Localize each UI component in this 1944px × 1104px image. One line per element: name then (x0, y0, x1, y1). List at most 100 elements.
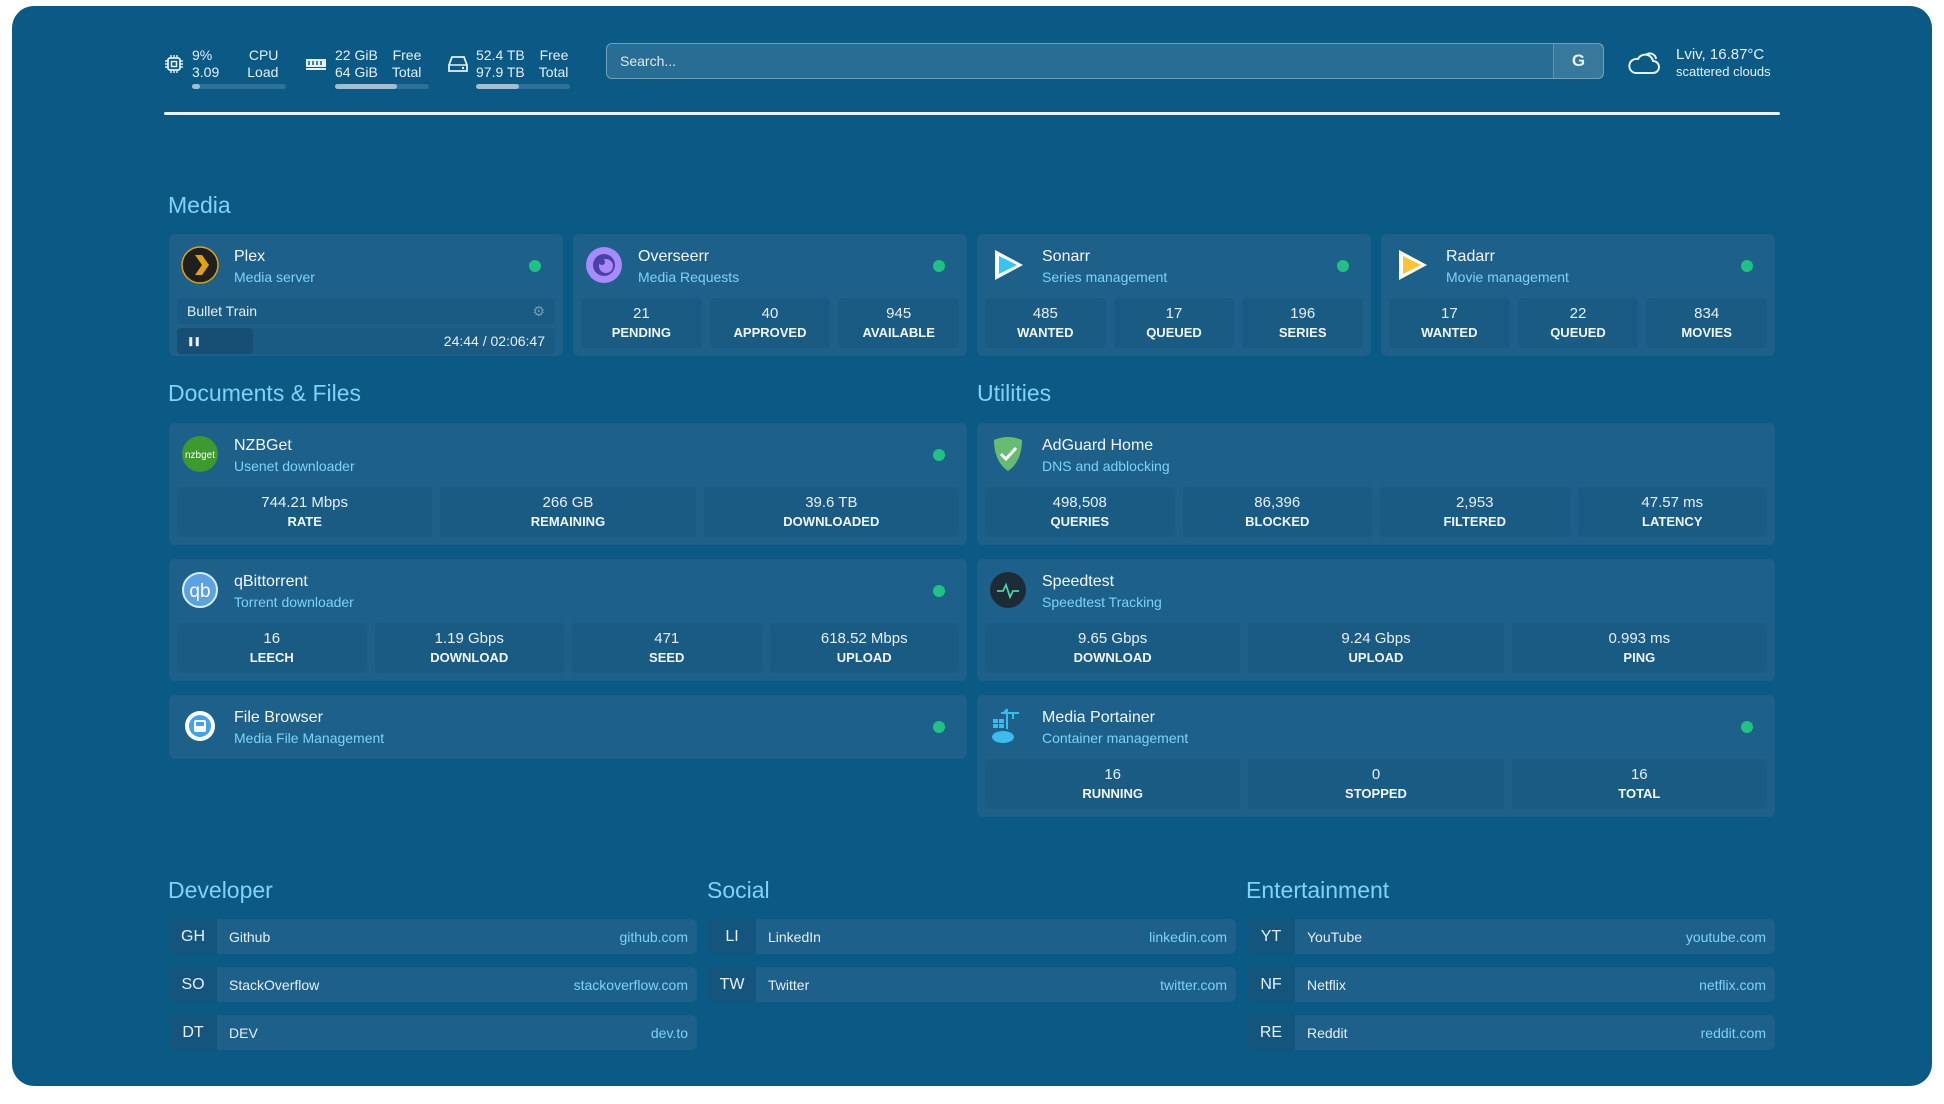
stat-block: 1.19 Gbps DOWNLOAD (374, 623, 564, 673)
stat-block: 498,508 QUERIES (985, 487, 1175, 537)
stat-block: 16 RUNNING (985, 759, 1241, 809)
service-stats: 485 WANTED 17 QUEUED 196 SERIES (985, 298, 1364, 348)
stat-label: DOWNLOADED (783, 514, 880, 529)
stat-value: 39.6 TB (805, 494, 858, 511)
bookmark-url: twitter.com (1160, 976, 1227, 993)
stat-block: 196 SERIES (1242, 298, 1364, 348)
stat-value: 471 (654, 630, 680, 647)
bookmark-reddit[interactable]: RE Reddit reddit.com (1247, 1015, 1775, 1050)
service-card-adguard[interactable]: AdGuard Home DNS and adblocking 498,508 QUE… (977, 423, 1775, 545)
cpu-label: CPU (248, 47, 279, 63)
bookmark-url: netflix.com (1699, 976, 1766, 993)
svg-text:nzbget: nzbget (185, 450, 215, 461)
memory-total: 64 GiB (335, 64, 378, 80)
stat-block: 618.52 Mbps UPLOAD (769, 623, 959, 673)
stat-block: 16 LEECH (177, 623, 367, 673)
service-card-speedtest[interactable]: Speedtest Speedtest Tracking 9.65 Gbps DOWN… (977, 559, 1775, 681)
stat-value: 9.24 Gbps (1341, 630, 1411, 647)
stat-label: TOTAL (1618, 786, 1661, 801)
service-card-portainer[interactable]: Media Portainer Container management 16 RUN… (977, 695, 1775, 817)
stat-value: 22 (1569, 305, 1587, 322)
bookmark-stackoverflow[interactable]: SO StackOverflow stackoverflow.com (169, 967, 697, 1002)
service-stats: 744.21 Mbps RATE 266 GB REMAINING 39.6 TB DOW… (177, 487, 959, 537)
stat-label: QUERIES (1050, 514, 1109, 529)
stat-label: UPLOAD (836, 650, 892, 665)
stat-value: 40 (761, 305, 779, 322)
stat-block: 945 AVAILABLE (838, 298, 960, 348)
search-input[interactable] (607, 53, 1553, 69)
service-card-sonarr[interactable]: Sonarr Series management 485 WANTED 17 QUEUED… (977, 234, 1371, 356)
filebrowser-icon (181, 707, 219, 745)
bookmark-name: Github (229, 928, 271, 945)
bookmark-body: Netflix netflix.com (1295, 967, 1775, 1002)
weather-location-temp: Lviv, 16.87°C (1676, 46, 1765, 63)
disk-total: 97.9 TB (476, 64, 525, 80)
service-card-filebrowser[interactable]: File Browser Media File Management (169, 695, 967, 759)
stat-block: 39.6 TB DOWNLOADED (703, 487, 959, 537)
now-playing-progress-row: ❚❚ 24:44 / 02:06:47 (177, 328, 555, 354)
bookmark-url: dev.to (650, 1024, 688, 1041)
stat-value: 17 (1165, 305, 1183, 322)
settings-icon[interactable]: ⚙ (532, 302, 545, 319)
service-card-radarr[interactable]: Radarr Movie management 17 WANTED 22 QUEUED 83… (1381, 234, 1775, 356)
stat-label: FILTERED (1443, 514, 1507, 529)
svg-text:qb: qb (189, 581, 210, 602)
stat-value: 21 (632, 305, 650, 322)
stat-block: 266 GB REMAINING (440, 487, 696, 537)
status-indicator (933, 721, 945, 733)
bookmark-body: DEV dev.to (217, 1015, 697, 1050)
search-bar: G (606, 43, 1604, 79)
service-card-plex[interactable]: Plex Media server Bullet Train ⚙ ❚❚ 24:44 / 0… (169, 234, 563, 356)
stat-label: LATENCY (1642, 514, 1703, 529)
stat-block: 0 STOPPED (1248, 759, 1504, 809)
stat-value: 266 GB (542, 494, 594, 511)
service-subtitle: Movie management (1446, 269, 1569, 285)
overseerr-icon (585, 246, 623, 284)
service-subtitle: Media File Management (234, 730, 385, 746)
service-subtitle: Media server (234, 269, 315, 285)
dashboard: 9% 3.09 CPU Load 22 GiB 64 GiB Free Total 52… (12, 6, 1932, 1086)
bookmark-twitter[interactable]: TW Twitter twitter.com (708, 967, 1236, 1002)
cloud-icon (1628, 52, 1660, 74)
service-card-qbittorrent[interactable]: qb qBittorrent Torrent downloader 16 LEECH 1.… (169, 559, 967, 681)
stat-label: STOPPED (1345, 786, 1407, 801)
bookmark-dev[interactable]: DT DEV dev.to (169, 1015, 697, 1050)
bookmark-url: youtube.com (1685, 928, 1766, 945)
header-divider (164, 112, 1780, 115)
search-provider-button[interactable]: G (1553, 44, 1603, 78)
stat-label: UPLOAD (1348, 650, 1404, 665)
stat-label: DOWNLOAD (430, 650, 509, 665)
sonarr-icon (989, 246, 1027, 284)
stat-block: 2,953 FILTERED (1380, 487, 1570, 537)
bookmark-abbreviation: YT (1247, 919, 1295, 954)
bookmark-body: YouTube youtube.com (1295, 919, 1775, 954)
stat-block: 471 SEED (572, 623, 762, 673)
stat-label: RATE (287, 514, 322, 529)
bookmark-youtube[interactable]: YT YouTube youtube.com (1247, 919, 1775, 954)
stat-block: 16 TOTAL (1511, 759, 1767, 809)
section-heading-social: Social (707, 877, 770, 903)
service-title: Radarr (1446, 248, 1495, 265)
adguard-icon (989, 435, 1027, 473)
qbittorrent-icon: qb (181, 571, 219, 609)
stat-label: SERIES (1278, 325, 1327, 340)
status-indicator (933, 585, 945, 597)
service-card-overseerr[interactable]: Overseerr Media Requests 21 PENDING 40 APPROV… (573, 234, 967, 356)
stat-block: 17 WANTED (1389, 298, 1510, 348)
stat-value: 618.52 Mbps (820, 630, 908, 647)
free-label: Free (539, 47, 569, 63)
stat-label: REMAINING (530, 514, 606, 529)
stat-value: 485 (1032, 305, 1058, 322)
bookmark-linkedin[interactable]: LI LinkedIn linkedin.com (708, 919, 1236, 954)
status-indicator (1741, 721, 1753, 733)
memory-usage-bar (335, 84, 429, 89)
pause-icon[interactable]: ❚❚ (187, 335, 201, 346)
service-title: Speedtest (1042, 573, 1115, 590)
cpu-icon (165, 55, 183, 73)
nzbget-icon: nzbget (181, 435, 219, 473)
service-card-nzbget[interactable]: nzbget NZBGet Usenet downloader 744.21 Mbps… (169, 423, 967, 545)
bookmark-body: Github github.com (217, 919, 697, 954)
bookmark-github[interactable]: GH Github github.com (169, 919, 697, 954)
bookmark-netflix[interactable]: NF Netflix netflix.com (1247, 967, 1775, 1002)
status-indicator (1741, 260, 1753, 272)
